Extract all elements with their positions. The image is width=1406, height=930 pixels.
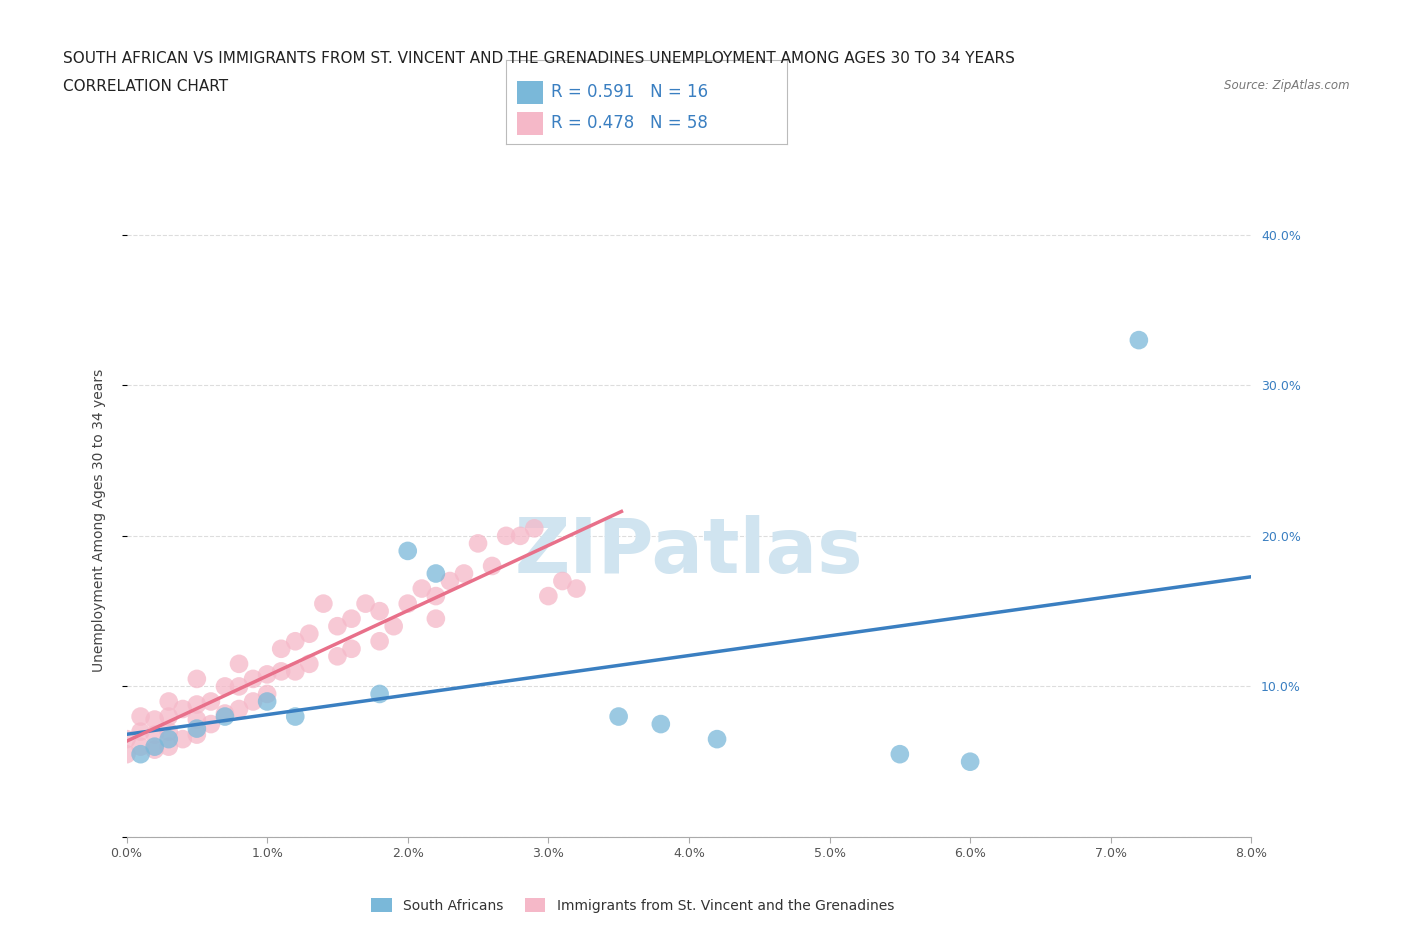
Point — [186, 671, 208, 686]
Point — [509, 528, 531, 543]
Point — [242, 694, 264, 709]
Point — [186, 712, 208, 727]
Point — [157, 694, 180, 709]
Point — [368, 634, 391, 649]
Text: R = 0.478   N = 58: R = 0.478 N = 58 — [551, 114, 709, 132]
Point — [368, 686, 391, 701]
Point — [368, 604, 391, 618]
Text: CORRELATION CHART: CORRELATION CHART — [63, 79, 228, 94]
Point — [157, 739, 180, 754]
Point — [298, 657, 321, 671]
Point — [396, 596, 419, 611]
Point — [481, 559, 503, 574]
Point — [326, 649, 349, 664]
Point — [129, 739, 152, 754]
Point — [270, 664, 292, 679]
Text: R = 0.591   N = 16: R = 0.591 N = 16 — [551, 84, 709, 101]
Point — [284, 634, 307, 649]
Text: SOUTH AFRICAN VS IMMIGRANTS FROM ST. VINCENT AND THE GRENADINES UNEMPLOYMENT AMO: SOUTH AFRICAN VS IMMIGRANTS FROM ST. VIN… — [63, 51, 1015, 66]
Point — [326, 618, 349, 633]
Point — [172, 701, 194, 716]
Point — [425, 589, 447, 604]
Point — [565, 581, 588, 596]
Point — [143, 742, 166, 757]
Point — [340, 642, 363, 657]
Point — [523, 521, 546, 536]
Point — [1128, 333, 1150, 348]
Point — [214, 706, 236, 721]
Point — [143, 739, 166, 754]
FancyBboxPatch shape — [517, 112, 543, 135]
Point — [186, 698, 208, 712]
Point — [186, 727, 208, 742]
Point — [551, 574, 574, 589]
Point — [228, 701, 250, 716]
Point — [607, 709, 630, 724]
Point — [270, 642, 292, 657]
Point — [256, 667, 278, 682]
Point — [115, 747, 138, 762]
Point — [157, 709, 180, 724]
Point — [186, 721, 208, 736]
Point — [228, 657, 250, 671]
Text: Source: ZipAtlas.com: Source: ZipAtlas.com — [1225, 79, 1350, 92]
Point — [200, 717, 222, 732]
Point — [340, 611, 363, 626]
Point — [129, 709, 152, 724]
Point — [129, 724, 152, 739]
Point — [256, 694, 278, 709]
Point — [650, 717, 672, 732]
Point — [298, 626, 321, 641]
Legend: South Africans, Immigrants from St. Vincent and the Grenadines: South Africans, Immigrants from St. Vinc… — [366, 893, 900, 919]
Point — [959, 754, 981, 769]
Point — [439, 574, 461, 589]
Point — [312, 596, 335, 611]
Point — [495, 528, 517, 543]
Point — [256, 686, 278, 701]
Point — [143, 727, 166, 742]
Point — [453, 566, 475, 581]
Point — [200, 694, 222, 709]
Point — [425, 611, 447, 626]
Point — [228, 679, 250, 694]
Point — [242, 671, 264, 686]
Point — [537, 589, 560, 604]
Point — [889, 747, 911, 762]
Point — [143, 712, 166, 727]
Point — [425, 566, 447, 581]
Point — [214, 679, 236, 694]
Text: ZIPatlas: ZIPatlas — [515, 515, 863, 590]
Point — [214, 709, 236, 724]
Point — [284, 709, 307, 724]
Point — [284, 664, 307, 679]
Y-axis label: Unemployment Among Ages 30 to 34 years: Unemployment Among Ages 30 to 34 years — [91, 369, 105, 672]
Point — [396, 543, 419, 558]
Point — [129, 747, 152, 762]
Point — [706, 732, 728, 747]
Point — [157, 724, 180, 739]
Point — [354, 596, 377, 611]
FancyBboxPatch shape — [517, 81, 543, 104]
Point — [115, 732, 138, 747]
Point — [157, 732, 180, 747]
Point — [411, 581, 433, 596]
Point — [172, 732, 194, 747]
Point — [382, 618, 405, 633]
Point — [467, 536, 489, 551]
